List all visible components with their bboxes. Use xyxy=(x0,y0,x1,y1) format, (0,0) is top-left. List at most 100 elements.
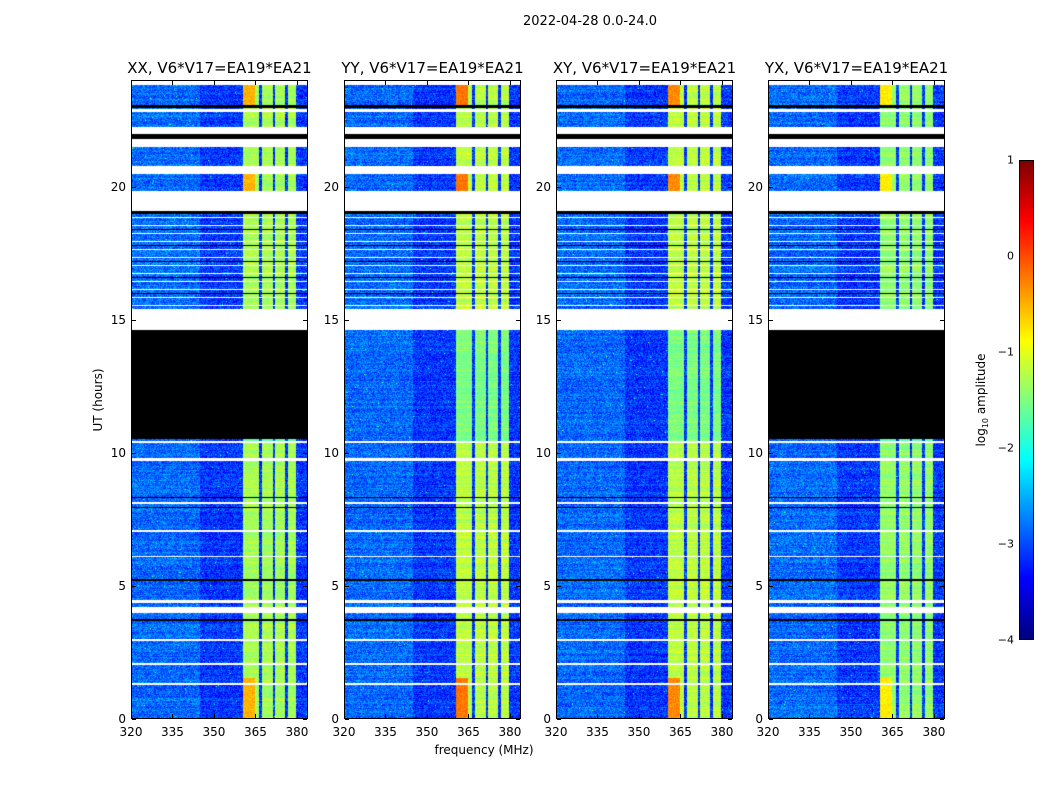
y-tick-mark xyxy=(303,719,307,720)
y-tick-mark xyxy=(345,319,349,321)
y-tick-label: 5 xyxy=(331,578,339,593)
y-tick-label: 20 xyxy=(747,179,763,194)
y-tick-mark xyxy=(132,319,136,321)
x-tick-mark xyxy=(344,81,345,85)
x-tick-label: 335 xyxy=(161,725,184,739)
colorbar-tick-label: −3 xyxy=(997,537,1014,551)
y-tick-label: 15 xyxy=(535,312,551,327)
x-tick-mark xyxy=(768,714,769,718)
y-tick-mark xyxy=(728,585,732,587)
y-tick-mark xyxy=(303,186,307,188)
y-tick-label: 15 xyxy=(110,312,126,327)
x-tick-label: 335 xyxy=(798,725,821,739)
colorbar-gradient xyxy=(1020,161,1033,639)
spectrogram-image xyxy=(345,81,520,718)
y-tick-label: 0 xyxy=(755,712,763,726)
colorbar-tick-label: 1 xyxy=(1007,153,1014,167)
x-tick-mark xyxy=(597,714,599,718)
y-tick-mark xyxy=(303,452,307,454)
y-tick-label: 0 xyxy=(118,712,126,726)
spectrogram-panel xyxy=(556,80,733,719)
colorbar-tick-label: −4 xyxy=(997,633,1014,647)
colorbar-tick-label: 0 xyxy=(1007,249,1014,263)
colorbar-tick-label: −1 xyxy=(997,345,1014,359)
x-tick-mark xyxy=(385,714,387,718)
x-tick-label: 380 xyxy=(922,725,946,739)
y-tick-mark xyxy=(345,452,349,454)
x-tick-label: 335 xyxy=(586,725,609,739)
spectrogram-panel xyxy=(344,80,521,719)
y-tick-mark xyxy=(516,319,520,321)
y-tick-mark xyxy=(516,186,520,188)
y-tick-mark xyxy=(557,585,561,587)
y-tick-mark xyxy=(557,319,561,321)
colorbar xyxy=(1019,160,1034,640)
figure-title: 2022-04-28 0.0-24.0 xyxy=(523,14,657,29)
y-tick-mark xyxy=(132,585,136,587)
x-tick-mark xyxy=(296,81,298,85)
x-tick-label: 350 xyxy=(415,725,439,739)
spectrogram-image xyxy=(769,81,944,718)
y-tick-mark xyxy=(769,585,773,587)
y-tick-mark xyxy=(940,719,944,720)
x-tick-mark xyxy=(426,81,428,85)
x-tick-label: 335 xyxy=(374,725,397,739)
y-tick-mark xyxy=(769,719,773,720)
x-tick-mark xyxy=(680,81,682,85)
x-tick-mark xyxy=(255,81,257,85)
x-tick-label: 320 xyxy=(756,725,780,739)
y-tick-mark xyxy=(728,719,732,720)
x-tick-mark xyxy=(892,714,894,718)
x-tick-label: 320 xyxy=(332,725,356,739)
y-tick-mark xyxy=(728,452,732,454)
x-tick-label: 380 xyxy=(285,725,309,739)
y-tick-mark xyxy=(728,186,732,188)
y-tick-mark xyxy=(345,186,349,188)
y-tick-mark xyxy=(345,719,349,720)
spectrogram-panel xyxy=(131,80,308,719)
x-tick-mark xyxy=(509,714,511,718)
y-tick-label: 10 xyxy=(535,445,551,460)
x-tick-mark xyxy=(468,714,470,718)
x-tick-mark xyxy=(680,714,682,718)
y-tick-label: 15 xyxy=(323,312,339,327)
x-tick-label: 320 xyxy=(544,725,568,739)
y-tick-mark xyxy=(132,719,136,720)
y-tick-mark xyxy=(940,186,944,188)
x-tick-mark xyxy=(509,81,511,85)
y-tick-mark xyxy=(769,452,773,454)
x-tick-label: 365 xyxy=(457,725,480,739)
panel-title: XY, V6*V17=EA19*EA21 xyxy=(552,59,737,77)
y-tick-label: 5 xyxy=(543,578,551,593)
x-tick-label: 365 xyxy=(669,725,692,739)
x-tick-label: 320 xyxy=(119,725,143,739)
y-tick-label: 15 xyxy=(747,312,763,327)
y-tick-mark xyxy=(516,585,520,587)
x-tick-label: 350 xyxy=(839,725,863,739)
y-tick-label: 5 xyxy=(755,578,763,593)
spectrogram-panel xyxy=(768,80,945,719)
x-tick-mark xyxy=(721,714,723,718)
x-tick-mark xyxy=(426,714,428,718)
x-tick-label: 365 xyxy=(244,725,267,739)
colorbar-tick-label: −2 xyxy=(997,441,1014,455)
y-tick-mark xyxy=(940,585,944,587)
y-tick-mark xyxy=(940,319,944,321)
x-tick-mark xyxy=(255,714,257,718)
y-tick-mark xyxy=(769,319,773,321)
y-tick-label: 20 xyxy=(535,179,551,194)
x-tick-mark xyxy=(172,714,174,718)
y-tick-label: 0 xyxy=(543,712,551,726)
y-axis-label: UT (hours) xyxy=(91,368,105,432)
y-tick-label: 0 xyxy=(331,712,339,726)
y-tick-label: 20 xyxy=(323,179,339,194)
x-tick-mark xyxy=(172,81,174,85)
y-tick-mark xyxy=(557,186,561,188)
y-tick-mark xyxy=(132,452,136,454)
x-tick-mark xyxy=(933,714,935,718)
x-tick-mark xyxy=(850,714,852,718)
y-tick-mark xyxy=(557,719,561,720)
y-tick-label: 10 xyxy=(323,445,339,460)
panel-title: YY, V6*V17=EA19*EA21 xyxy=(341,59,524,77)
x-tick-mark xyxy=(809,81,811,85)
